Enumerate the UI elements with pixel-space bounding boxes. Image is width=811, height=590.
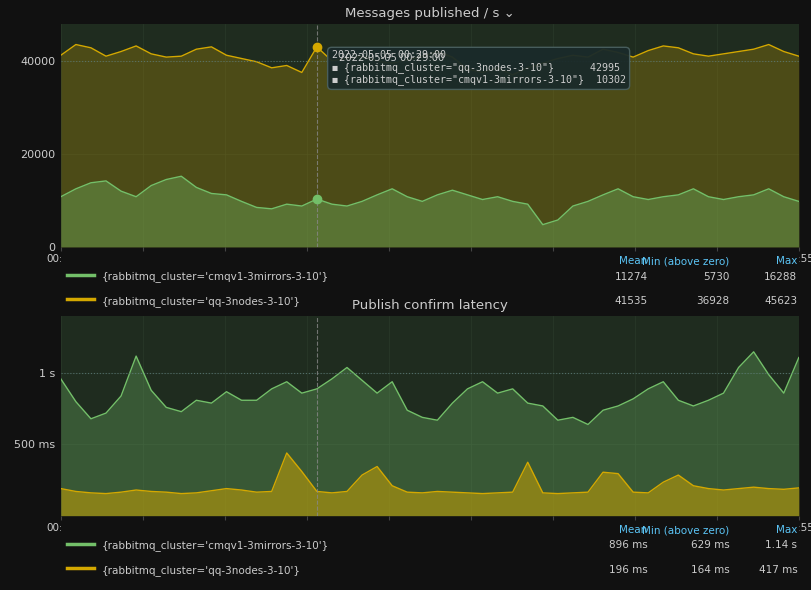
Text: Min (above zero): Min (above zero) xyxy=(642,257,729,267)
Text: Max: Max xyxy=(776,257,797,267)
Text: {rabbitmq_cluster='qq-3nodes-3-10'}: {rabbitmq_cluster='qq-3nodes-3-10'} xyxy=(101,296,300,307)
Title: Messages published / s ⌄: Messages published / s ⌄ xyxy=(345,6,515,19)
Text: 629 ms: 629 ms xyxy=(691,540,729,550)
Text: {rabbitmq_cluster='cmqv1-3mirrors-3-10'}: {rabbitmq_cluster='cmqv1-3mirrors-3-10'} xyxy=(101,271,328,283)
Text: {rabbitmq_cluster='cmqv1-3mirrors-3-10'}: {rabbitmq_cluster='cmqv1-3mirrors-3-10'} xyxy=(101,540,328,551)
Text: 16288: 16288 xyxy=(764,271,797,281)
Text: 417 ms: 417 ms xyxy=(758,565,797,575)
Text: 196 ms: 196 ms xyxy=(609,565,647,575)
Text: Mean: Mean xyxy=(620,257,647,267)
Text: 2022-05-05 00:29:00
◼ {rabbitmq_cluster="qq-3nodes-3-10"}      42995
◼ {rabbitmq: 2022-05-05 00:29:00 ◼ {rabbitmq_cluster=… xyxy=(332,50,625,86)
Title: Publish confirm latency: Publish confirm latency xyxy=(352,299,508,312)
Text: 45623: 45623 xyxy=(764,296,797,306)
Text: 896 ms: 896 ms xyxy=(609,540,647,550)
Text: 41535: 41535 xyxy=(615,296,647,306)
Text: 36928: 36928 xyxy=(697,296,729,306)
Text: Max: Max xyxy=(776,525,797,535)
Text: 1.14 s: 1.14 s xyxy=(766,540,797,550)
Text: Min (above zero): Min (above zero) xyxy=(642,525,729,535)
Text: 5730: 5730 xyxy=(703,271,729,281)
Text: {rabbitmq_cluster='qq-3nodes-3-10'}: {rabbitmq_cluster='qq-3nodes-3-10'} xyxy=(101,565,300,576)
Text: 164 ms: 164 ms xyxy=(691,565,729,575)
Text: Mean: Mean xyxy=(620,525,647,535)
Text: 2022-05-05 00:29:00: 2022-05-05 00:29:00 xyxy=(339,53,444,63)
Text: 11274: 11274 xyxy=(615,271,647,281)
